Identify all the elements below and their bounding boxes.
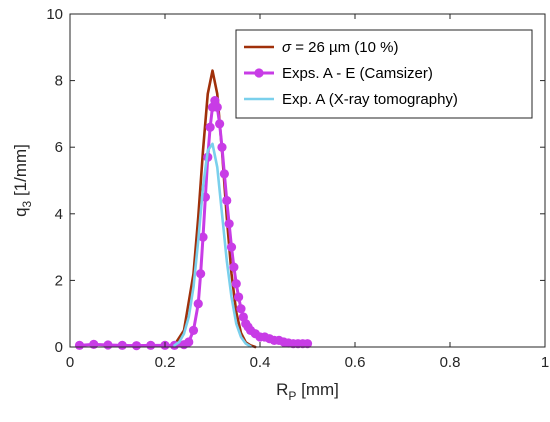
- y-tick-label: 8: [55, 73, 63, 90]
- series-2-point: [234, 292, 244, 302]
- series-2-point: [196, 269, 206, 279]
- series-2-point: [236, 304, 246, 314]
- legend-label-rest: = 26 µm (10 %): [291, 39, 398, 56]
- series-2-point: [103, 340, 113, 350]
- legend-label-symbol: σ: [282, 39, 292, 56]
- x-tick-label: 1: [541, 354, 549, 371]
- series-2-point: [217, 142, 227, 152]
- y-tick-label: 2: [55, 272, 63, 289]
- series-2-point: [146, 340, 156, 350]
- x-axis-title-unit: [mm]: [296, 380, 339, 399]
- y-axis-title-sub: 3: [20, 200, 34, 207]
- legend: σ = 26 µm (10 %) Exps. A - E (Camsizer) Ex…: [235, 29, 533, 119]
- series-2-point: [224, 219, 234, 229]
- x-tick-label: 0.2: [155, 354, 176, 371]
- series-2-point: [212, 102, 222, 112]
- y-tick-label: 10: [46, 6, 63, 23]
- series-line-3: [173, 142, 252, 348]
- series-2-point: [226, 242, 237, 252]
- series-2-point: [131, 341, 142, 351]
- legend-label-1: σ = 26 µm (10 %): [282, 39, 398, 56]
- y-axis-title-main: q: [11, 207, 30, 216]
- legend-box: [235, 29, 533, 119]
- y-tick-label: 6: [55, 139, 63, 156]
- x-tick-label: 0: [66, 354, 74, 371]
- x-axis-title-sub: P: [288, 389, 296, 403]
- legend-marker-2: [254, 68, 264, 78]
- x-tick-label: 0.6: [345, 354, 366, 371]
- series-2-point: [205, 122, 215, 132]
- x-axis-title: RP [mm]: [276, 380, 339, 403]
- series-2-point: [89, 339, 99, 349]
- legend-label-2: Exps. A - E (Camsizer): [282, 65, 433, 82]
- y-tick-label: 4: [55, 206, 63, 223]
- series-2-point: [302, 339, 313, 349]
- series-2-point: [219, 169, 229, 179]
- series-2-point: [229, 262, 239, 272]
- y-tick-label: 0: [55, 339, 63, 356]
- series-2-point: [117, 340, 127, 350]
- series-2-point: [74, 340, 85, 350]
- x-axis-title-main: R: [276, 380, 288, 399]
- x-tick-label: 0.4: [250, 354, 271, 371]
- series-2-point: [231, 279, 241, 289]
- legend-label-3: Exp. A (X-ray tomography): [282, 91, 458, 108]
- y-axis-title: q3 [1/mm]: [11, 144, 34, 217]
- series-2-point: [215, 119, 225, 129]
- series-2-point: [184, 337, 194, 347]
- axes-box: [69, 13, 546, 348]
- series-2-point: [198, 232, 208, 242]
- series-2-point: [188, 325, 199, 335]
- series-2-point: [222, 195, 232, 206]
- x-tick-label: 0.8: [440, 354, 461, 371]
- series-2-point: [193, 299, 203, 309]
- y-axis-title-unit: [1/mm]: [11, 144, 30, 201]
